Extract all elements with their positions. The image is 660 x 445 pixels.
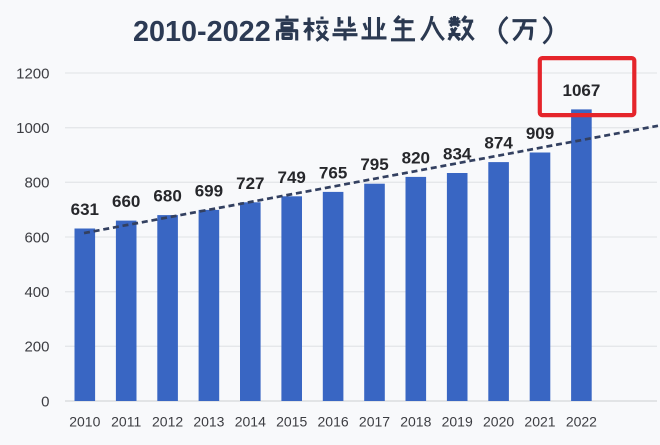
svg-text:0: 0 (41, 393, 49, 410)
svg-text:400: 400 (24, 284, 49, 301)
svg-text:2021: 2021 (524, 414, 555, 430)
svg-text:727: 727 (236, 174, 264, 193)
svg-text:2012: 2012 (152, 414, 183, 430)
svg-text:834: 834 (443, 145, 472, 164)
svg-text:631: 631 (71, 200, 99, 219)
svg-text:2018: 2018 (400, 414, 431, 430)
svg-text:2010-2022: 2010-2022 (133, 16, 271, 48)
svg-text:2015: 2015 (276, 414, 307, 430)
svg-text:1200: 1200 (16, 65, 49, 82)
svg-text:200: 200 (24, 339, 49, 356)
svg-text:2019: 2019 (442, 414, 473, 430)
svg-text:765: 765 (319, 163, 347, 182)
svg-text:680: 680 (153, 187, 181, 206)
svg-text:820: 820 (402, 148, 430, 167)
svg-text:800: 800 (24, 175, 49, 192)
svg-text:795: 795 (360, 155, 388, 174)
svg-text:909: 909 (526, 124, 554, 143)
svg-text:2022: 2022 (566, 414, 597, 430)
svg-text:2020: 2020 (483, 414, 514, 430)
svg-text:2014: 2014 (235, 414, 266, 430)
svg-text:2011: 2011 (111, 414, 141, 430)
svg-text:660: 660 (112, 192, 140, 211)
svg-text:699: 699 (195, 181, 223, 200)
svg-text:1067: 1067 (562, 81, 600, 100)
svg-text:2017: 2017 (359, 414, 390, 430)
svg-text:2010: 2010 (69, 414, 100, 430)
svg-text:600: 600 (24, 229, 49, 246)
svg-text:749: 749 (278, 168, 306, 187)
svg-text:2016: 2016 (318, 414, 349, 430)
svg-text:874: 874 (484, 134, 513, 153)
svg-text:1000: 1000 (16, 120, 49, 137)
svg-text:2013: 2013 (193, 414, 224, 430)
